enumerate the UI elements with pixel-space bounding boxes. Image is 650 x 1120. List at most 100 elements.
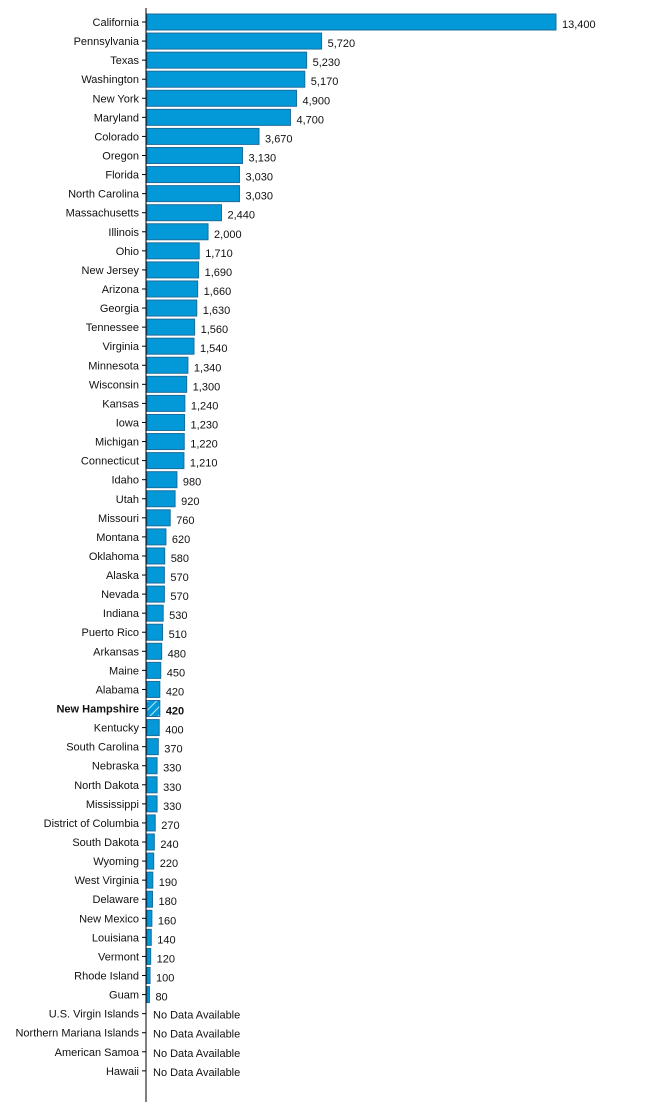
category-label: Guam [109,990,139,1002]
data-label: 1,630 [203,305,231,317]
data-label: 4,900 [303,95,331,107]
bar [146,356,189,374]
bar [146,299,198,317]
bar [146,433,185,451]
category-label: Puerto Rico [82,627,139,639]
bar [146,871,154,889]
bar [146,852,155,870]
bar [146,795,158,813]
bar [146,166,240,184]
data-label: 1,240 [191,400,219,412]
data-label: 240 [160,839,178,851]
category-label: South Dakota [72,837,140,849]
bar [146,185,240,203]
category-label: Wyoming [93,856,139,868]
data-label: 370 [164,744,182,756]
data-label: 1,220 [190,439,218,451]
bar [146,738,159,756]
data-label: 620 [172,534,190,546]
bar [146,471,178,489]
category-label: American Samoa [55,1047,140,1059]
category-label: Northern Mariana Islands [15,1028,139,1040]
data-label: 480 [168,648,186,660]
data-label: 420 [166,686,184,698]
bar [146,89,298,107]
bar [146,547,166,565]
data-label: 3,030 [245,172,273,184]
bar [146,242,200,260]
bar [146,642,163,660]
category-label: Pennsylvania [74,36,140,48]
data-label: 270 [161,820,179,832]
bar [146,394,186,412]
category-label: Missouri [98,513,139,525]
no-data-label: No Data Available [153,1067,240,1079]
data-label: 220 [160,858,178,870]
category-label: Massachusetts [66,208,140,220]
data-label: 5,230 [313,57,341,69]
category-label: Hawaii [106,1066,139,1078]
category-label: Delaware [93,894,139,906]
bar [146,70,306,88]
data-label: 760 [176,515,194,527]
category-label: West Virginia [75,875,140,887]
bar [146,680,161,698]
data-label: 330 [163,782,181,794]
data-label: 180 [158,896,176,908]
bar [146,146,244,164]
category-label: Illinois [108,227,139,239]
data-label: 510 [169,629,187,641]
category-label: Nevada [101,589,140,601]
bar [146,204,222,222]
category-label: Oklahoma [89,551,140,563]
data-label: 980 [183,477,201,489]
category-label: Rhode Island [74,971,139,983]
category-label: Utah [116,494,139,506]
data-label: 190 [159,877,177,889]
data-label: 1,710 [205,248,233,260]
data-label: 5,720 [328,38,356,50]
category-label: Kentucky [94,723,140,735]
data-label: 570 [170,591,188,603]
category-label: South Carolina [66,742,140,754]
category-label: U.S. Virgin Islands [49,1009,140,1021]
no-data-label: No Data Available [153,1029,240,1041]
data-label: 450 [167,667,185,679]
category-label: Iowa [116,417,140,429]
category-label: Connecticut [81,456,139,468]
bar [146,528,167,546]
bar [146,261,200,279]
bar [146,928,152,946]
data-label: 330 [163,763,181,775]
no-data-label: No Data Available [153,1010,240,1022]
bar [146,661,162,679]
category-label: Vermont [98,951,139,963]
data-label: 160 [158,915,176,927]
data-label: 3,030 [245,191,273,203]
bar [146,814,156,832]
bar [146,452,185,470]
category-label: Montana [96,532,140,544]
data-label: 1,560 [201,324,229,336]
category-label: Alaska [106,570,140,582]
category-label: Nebraska [92,761,140,773]
bar [146,490,176,508]
no-data-label: No Data Available [153,1048,240,1060]
bar [146,127,260,145]
data-label: 80 [155,992,167,1004]
data-label: 13,400 [562,19,596,31]
data-label: 330 [163,801,181,813]
category-label: Arizona [102,284,140,296]
bar [146,585,165,603]
category-label: Mississippi [86,799,139,811]
category-label: Texas [110,55,139,67]
data-label: 570 [170,572,188,584]
category-label: California [93,17,140,29]
category-label: Oregon [102,150,139,162]
category-label: Washington [81,74,139,86]
data-label: 530 [169,610,187,622]
bar [146,890,153,908]
category-label: Arkansas [93,646,139,658]
data-label: 5,170 [311,76,339,88]
